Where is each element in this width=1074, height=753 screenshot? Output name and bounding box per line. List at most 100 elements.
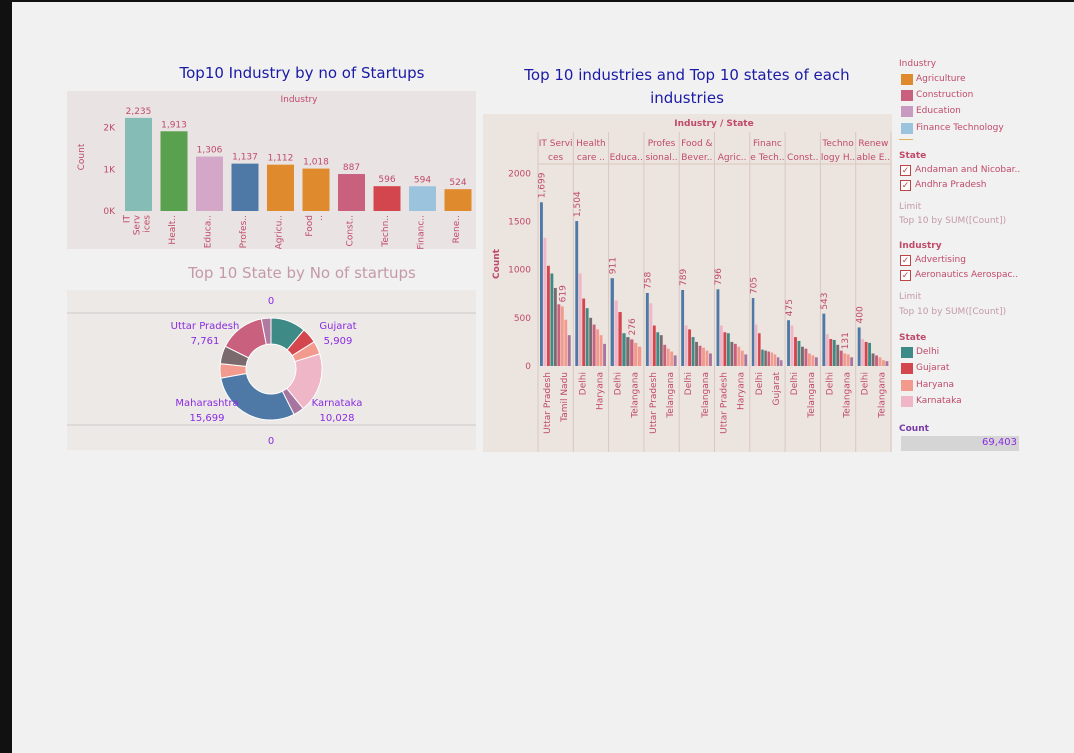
industry-bar [302,168,330,211]
legend-label: Agriculture [916,74,966,84]
bar-category-label: Educa.. [204,215,214,248]
grouped-bar [603,343,606,366]
grouped-industry-header: logy H.. [821,153,855,163]
bar-category-label: Healt.. [168,215,178,245]
grouped-bar [663,344,667,366]
checkbox-icon[interactable]: ✓ [900,270,911,281]
grouped-bar [885,361,889,366]
swatch-education [901,106,913,117]
industry-bar [444,189,472,211]
bar-category-label: Profes.. [239,215,249,248]
count-bar: 69,403 [901,436,1019,451]
bar-category-label: .. [315,215,325,221]
donut-value-label: 15,699 [190,413,225,424]
bar-chart-header: Industry [280,95,318,105]
grouped-bar [592,324,596,366]
grouped-bar [656,332,660,366]
industry-bar [231,163,259,211]
industry-bar [267,164,294,211]
filter-label: Aeronautics Aerospac.. [915,270,1019,280]
donut-value-label: 10,028 [320,413,355,424]
grouped-bar [794,337,797,366]
legend-label: Gujarat [916,363,950,373]
industry-bar [409,186,436,211]
grouped-bar [730,341,734,366]
grouped-value-label: 1,504 [573,191,583,217]
donut-chart-panel: 0 0 Gujarat 5,909 Karnataka 10,028 Maharasht… [67,290,476,450]
bar-category-label: Financ.. [417,215,427,249]
swatch-construction [901,90,913,101]
grouped-state-label: Telangana [878,372,888,419]
donut-value-label: 7,761 [191,336,220,347]
grouped-bar [709,353,712,366]
grouped-industry-header: e Tech.. [750,153,784,163]
grouped-industry-header: care .. [577,153,605,163]
grouped-bar [875,355,878,366]
grouped-bar [871,353,875,366]
checkbox-icon[interactable]: ✓ [900,165,911,176]
donut-value-label: 5,909 [324,336,353,347]
checkbox-icon[interactable]: ✓ [900,255,911,266]
grouped-state-label: Telangana [807,372,817,419]
limit-label: Limit [899,202,922,212]
grouped-bar [733,343,737,366]
grouped-industry-header: IT Servi [539,139,573,149]
bar-chart-title: Top10 Industry by no of Startups [179,64,425,82]
industry-bar [160,131,188,211]
grouped-bar [846,354,850,366]
grouped-industry-header: Renew [858,139,888,149]
grouped-bar [645,292,649,366]
checkbox-icon[interactable]: ✓ [900,180,911,191]
grouped-industry-header: Profes [648,139,676,149]
grouped-state-label: Uttar Pradesh [543,372,553,434]
grouped-bar [744,354,748,366]
grouped-value-label: 789 [679,269,689,286]
grouped-state-label: Uttar Pradesh [649,372,659,434]
grouped-bar [564,319,568,366]
grouped-state-label: Haryana [737,372,747,410]
grouped-bar [670,351,674,366]
grouped-bar [811,355,815,366]
grouped-bar [719,325,723,366]
grouped-bar [829,339,833,366]
grouped-state-label: Delhi [578,372,588,395]
swatch-delhi [901,347,913,358]
grouped-value-label: 131 [841,332,851,349]
grouped-industry-header: able E.. [857,153,891,163]
grouped-state-label: Delhi [790,372,800,395]
grouped-y-tick-label: 0 [525,362,531,372]
bar-value-label: 1,137 [232,153,258,163]
grouped-bar [773,354,777,366]
grouped-bar [767,351,770,366]
grouped-bar [850,357,854,366]
bar-category-label: Techn.. [381,215,391,248]
swatch-agriculture [901,74,913,85]
bar-category-label: Food [305,215,315,237]
grouped-bar [610,278,614,366]
grouped-bar [740,350,744,366]
grouped-bar [582,298,586,366]
grouped-bar [797,340,801,366]
legend-label: Construction [916,90,974,100]
grouped-industry-header: Financ [753,139,782,149]
legend-label: Education [916,106,961,116]
grouped-state-label: Tamil Nadu [560,372,570,423]
donut-slice [260,317,272,346]
grouped-bar [684,325,688,366]
bar-value-label: 524 [449,178,466,188]
industry-bar [338,174,365,211]
grouped-bar [758,333,761,366]
bar-value-label: 1,112 [268,154,294,164]
bar-value-label: 594 [414,175,431,185]
donut-state-label: Gujarat [319,321,356,332]
grouped-y-tick-label: 2000 [508,169,531,179]
grouped-state-label: Delhi [614,372,624,395]
state-filter-header: State [899,151,927,161]
grouped-bar [550,273,554,366]
grouped-bar [666,348,670,366]
grouped-bar [702,347,705,366]
grouped-state-label: Uttar Pradesh [720,372,730,434]
filter-label: Andaman and Nicobar.. [915,165,1021,175]
count-value: 69,403 [982,437,1017,448]
grouped-state-label: Telangana [842,372,852,419]
